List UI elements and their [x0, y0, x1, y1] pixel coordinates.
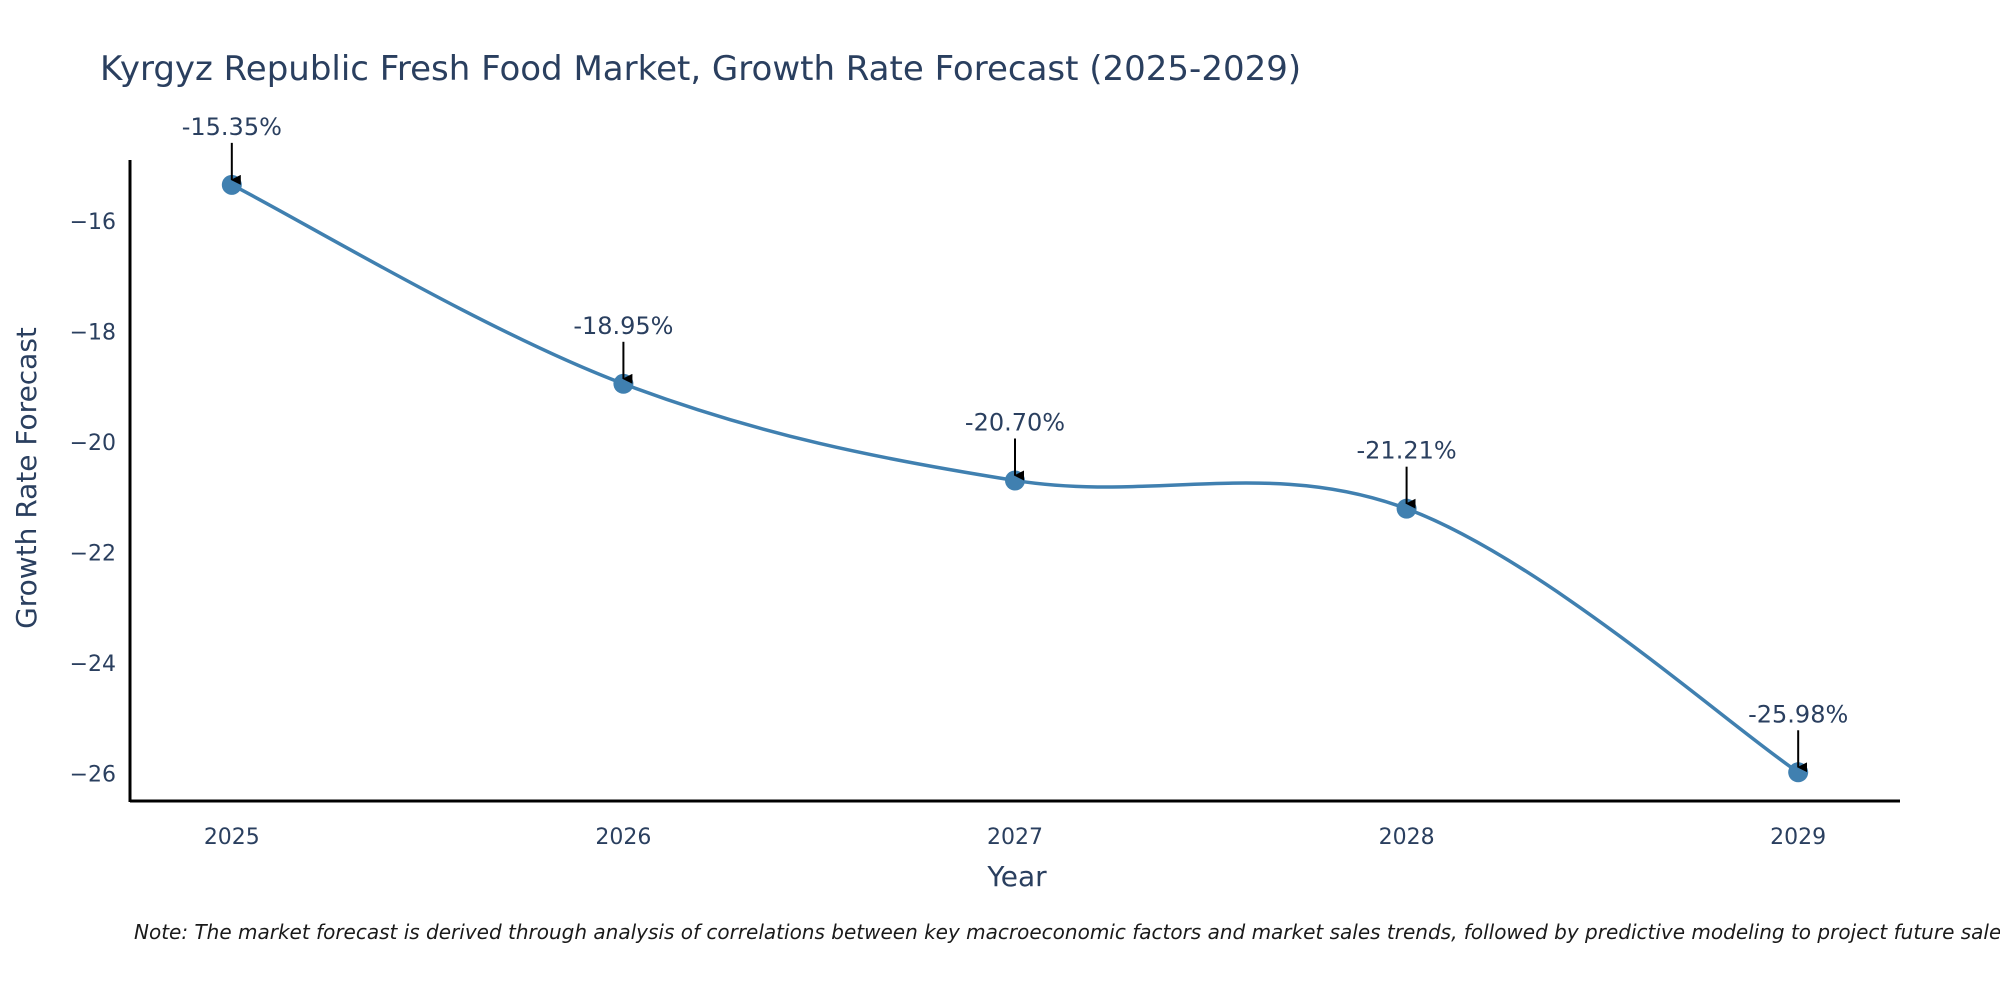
annotation-label: -18.95%	[573, 312, 673, 340]
footnote: Note: The market forecast is derived thr…	[134, 920, 2000, 944]
x-tick-label: 2026	[595, 825, 651, 850]
x-tick-label: 2027	[987, 825, 1043, 850]
x-tick-label: 2028	[1379, 825, 1435, 850]
annotation-label: -25.98%	[1748, 700, 1848, 728]
annotation-label: -15.35%	[182, 113, 282, 141]
y-tick-label: −24	[70, 652, 116, 677]
y-axis-title: Growth Rate Forecast	[10, 327, 43, 629]
data-markers	[221, 174, 1809, 783]
annotation-label: -21.21%	[1357, 437, 1457, 465]
data-annotations: -15.35% -18.95% -20.70% -21.21% -25.98%	[182, 113, 1848, 773]
chart-title: Kyrgyz Republic Fresh Food Market, Growt…	[100, 49, 1301, 89]
y-tick-label: −20	[70, 431, 116, 456]
x-tick-label: 2029	[1770, 825, 1826, 850]
y-tick-label: −16	[70, 210, 116, 235]
x-ticks: 2025 2026 2027 2028 2029	[204, 825, 1826, 850]
annotation-label: -20.70%	[965, 409, 1065, 437]
x-axis-title: Year	[986, 860, 1047, 893]
y-tick-label: −18	[70, 320, 116, 345]
y-ticks: −16 −18 −20 −22 −24 −26	[70, 210, 116, 788]
y-tick-label: −26	[70, 762, 116, 787]
y-tick-label: −22	[70, 541, 116, 566]
x-tick-label: 2025	[204, 825, 260, 850]
